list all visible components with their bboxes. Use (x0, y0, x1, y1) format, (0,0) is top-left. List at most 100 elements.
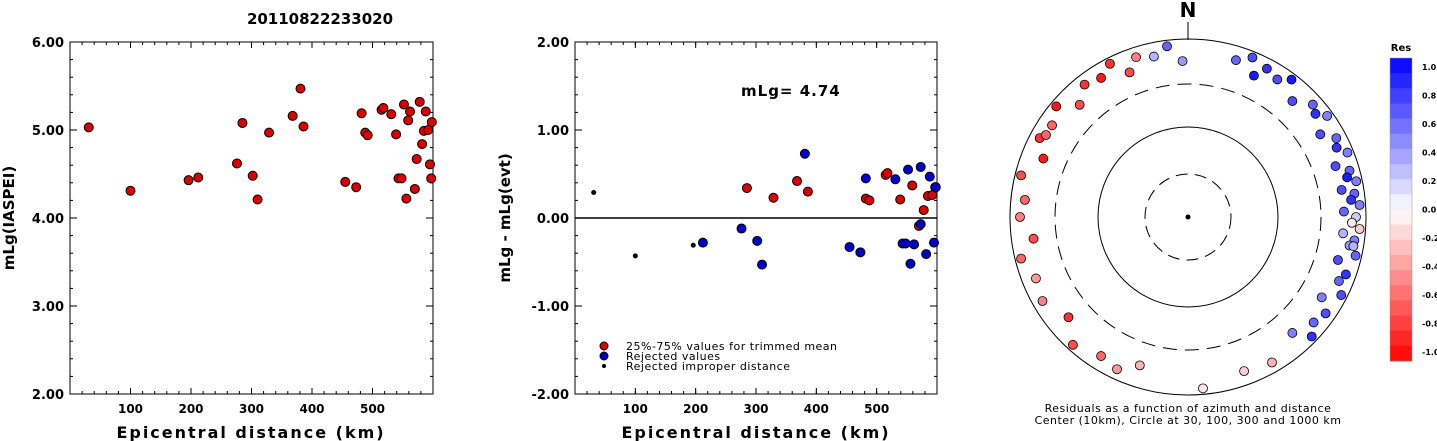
y-tick-label: 0.00 (537, 212, 569, 227)
data-point (864, 195, 875, 206)
residual-vs-distance-panel: mLg - mLg(evt) Epicentral distance (km) … (496, 36, 941, 441)
data-point (426, 117, 437, 128)
data-point (356, 108, 367, 119)
station-marker (1016, 170, 1027, 181)
data-point (905, 258, 916, 269)
data-point (855, 247, 866, 258)
station-marker (1322, 111, 1333, 121)
data-point (907, 180, 918, 191)
station-marker (1112, 364, 1122, 375)
colorbar-swatch (1390, 148, 1412, 165)
station-marker (1028, 233, 1039, 244)
polar-caption-line1: Residuals as a function of azimuth and d… (1045, 402, 1332, 415)
legend-label-trimmed: 25%-75% values for trimmed mean (626, 340, 838, 353)
station-marker (1331, 142, 1342, 153)
station-marker (1162, 41, 1172, 52)
data-point (757, 259, 768, 270)
colorbar-label: 1.0 (1422, 63, 1437, 72)
colorbar-label: 0.8 (1422, 92, 1437, 101)
data-point (799, 148, 810, 159)
station-points (1015, 41, 1365, 394)
colorbar-swatch (1390, 300, 1412, 317)
north-label: N (1180, 0, 1197, 22)
station-marker (1239, 366, 1249, 377)
station-marker (1342, 172, 1353, 183)
data-point (591, 189, 597, 195)
colorbar-swatch (1390, 239, 1412, 256)
data-point (890, 174, 901, 185)
data-point (697, 237, 708, 248)
colorbar-swatch (1390, 103, 1412, 120)
station-marker (1287, 328, 1298, 338)
station-marker (1051, 101, 1062, 112)
data-point (915, 161, 926, 172)
legend-marker-improper (602, 364, 606, 368)
y-tick-label: 6.00 (32, 36, 64, 51)
station-marker (1354, 224, 1365, 234)
data-point (928, 237, 939, 248)
colorbar-swatch (1390, 224, 1412, 241)
colorbar-label: -1.0 (1422, 348, 1437, 357)
data-point (125, 185, 136, 196)
station-marker (1015, 212, 1025, 222)
data-point (391, 129, 402, 140)
colorbar-swatch (1390, 270, 1412, 286)
station-marker (1041, 130, 1051, 140)
station-marker (1047, 120, 1057, 131)
colorbar-swatch (1390, 330, 1412, 347)
data-point (930, 182, 941, 193)
x-tick-label: 200 (683, 402, 708, 416)
station-marker (1096, 351, 1106, 361)
data-point (426, 173, 437, 184)
station-marker (1134, 360, 1145, 371)
legend: 25%-75% values for trimmed mean Rejected… (599, 340, 838, 373)
axes: 100 200 300 400 500 2.00 3.00 4.00 5.00 6.00 (32, 36, 434, 416)
colorbar-frame (1389, 57, 1413, 362)
data-point (409, 183, 420, 194)
station-marker (1267, 357, 1277, 368)
data-point (340, 176, 351, 187)
azimuth-residual-panel: N Residuals as a function of azimuth and… (1009, 0, 1437, 427)
station-marker (1105, 58, 1115, 69)
data-point (405, 106, 416, 117)
data-point (909, 239, 920, 250)
station-marker (1334, 276, 1344, 286)
colorbar-swatch (1390, 164, 1412, 180)
x-tick-label: 300 (239, 402, 264, 416)
station-marker (1310, 108, 1321, 119)
station-marker (1336, 185, 1347, 195)
station-marker (1336, 290, 1347, 300)
data-point (298, 121, 309, 132)
x-tick-label: 400 (299, 402, 324, 416)
data-point (295, 83, 306, 94)
x-axis-label: Epicentral distance (km) (621, 423, 890, 441)
data-point (401, 193, 412, 204)
station-marker (1333, 255, 1343, 265)
station-marker (1331, 133, 1342, 144)
magnitude-annotation: mLg= 4.74 (741, 82, 841, 100)
magnitude-vs-distance-panel: mLg(IASPEI) Epicentral distance (km) 100… (0, 36, 437, 441)
data-point (417, 139, 428, 150)
axes: 100 200 300 400 500 -2.00 -1.00 0.00 1.00 2.00 (532, 36, 938, 416)
station-marker (1348, 241, 1359, 252)
data-point (736, 223, 747, 234)
station-marker (1320, 308, 1331, 319)
station-marker (1350, 250, 1361, 261)
data-point (802, 186, 813, 197)
colorbar-label: 0.0 (1422, 206, 1437, 215)
colorbar-label: 0.4 (1422, 149, 1437, 158)
station-marker (1019, 194, 1030, 205)
station-marker (1308, 317, 1319, 328)
legend-label-rejected: Rejected values (626, 350, 721, 363)
station-marker (1307, 99, 1318, 110)
y-tick-label: 1.00 (537, 124, 569, 139)
data-point (83, 122, 94, 133)
station-marker (1247, 52, 1258, 63)
station-marker (1342, 147, 1353, 158)
data-point (921, 249, 932, 260)
data-point (918, 205, 929, 216)
distance-rings (1009, 38, 1367, 396)
station-marker (1063, 312, 1074, 323)
data-point (252, 194, 263, 205)
station-marker (1249, 70, 1259, 81)
